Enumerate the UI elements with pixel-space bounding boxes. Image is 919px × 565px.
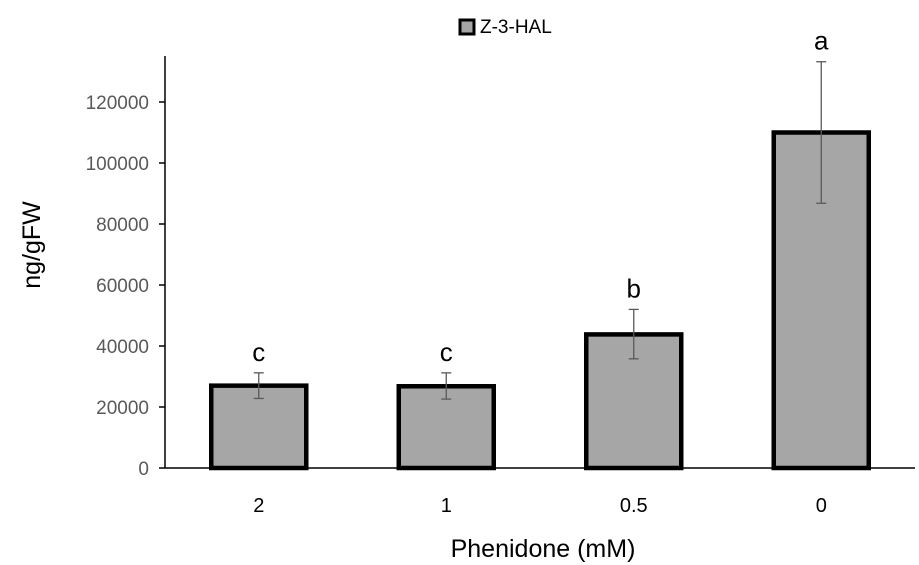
y-axis-ticks: 0 20000 40000 60000 80000 100000 120000 — [86, 93, 165, 480]
legend-label: Z-3-HAL — [480, 17, 552, 38]
significance-label: a — [814, 26, 829, 56]
y-tick-label: 20000 — [96, 398, 149, 419]
y-tick-label: 80000 — [96, 215, 149, 236]
y-tick-label: 60000 — [96, 276, 149, 297]
significance-labels: c c b a — [252, 26, 829, 367]
x-tick-label: 0.5 — [620, 495, 648, 517]
y-tick-label: 0 — [138, 459, 149, 480]
x-axis-ticks: 2 1 0.5 0 — [253, 495, 827, 517]
y-tick-label: 100000 — [86, 154, 149, 175]
significance-label: c — [440, 337, 453, 367]
significance-label: c — [252, 337, 265, 367]
legend: Z-3-HAL — [458, 17, 552, 38]
bar — [396, 384, 496, 471]
x-tick-label: 2 — [253, 495, 264, 517]
x-tick-label: 1 — [441, 495, 452, 517]
bars — [209, 130, 871, 471]
legend-swatch — [458, 18, 476, 36]
significance-label: b — [627, 273, 641, 303]
x-axis-title: Phenidone (mM) — [451, 535, 636, 563]
y-axis-title: ng/gFW — [18, 201, 46, 289]
y-tick-label: 120000 — [86, 93, 149, 114]
y-tick-label: 40000 — [96, 337, 149, 358]
x-tick-label: 0 — [816, 495, 827, 517]
error-bars — [253, 61, 827, 400]
